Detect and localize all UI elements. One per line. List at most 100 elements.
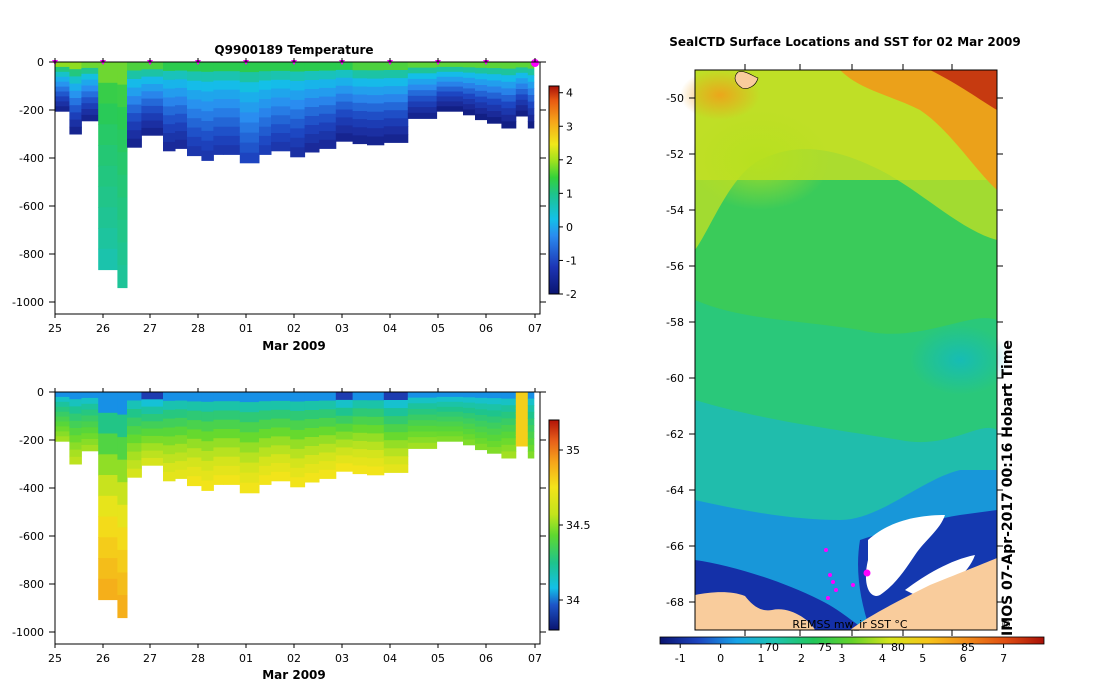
- profile-cell: [127, 96, 142, 106]
- profile-cell: [319, 70, 337, 80]
- profile-cell: [367, 70, 385, 80]
- profile-cell: [352, 441, 368, 450]
- profile-cell: [383, 432, 409, 441]
- profile-column: [69, 392, 82, 465]
- profile-cell: [463, 77, 476, 84]
- profile-cell: [407, 90, 438, 97]
- sea-ice: [865, 515, 945, 596]
- profile-cell: [501, 95, 517, 103]
- profile-cell: [223, 80, 241, 91]
- profile-cell: [117, 414, 128, 438]
- profile-column: [501, 62, 517, 129]
- temperature-x-ticks: 25 26 27 28 01 02 03 04 05 06 07: [48, 58, 542, 335]
- profile-cell: [352, 111, 368, 120]
- temperature-plot-frame: [54, 61, 541, 315]
- profile-cell: [527, 411, 535, 419]
- profile-cell: [515, 413, 529, 420]
- profile-cell: [463, 392, 476, 398]
- profile-cell: [335, 447, 354, 456]
- profile-cell: [304, 401, 320, 411]
- profile-column: [487, 62, 502, 124]
- profile-cell: [239, 62, 260, 73]
- profile-cell: [117, 459, 128, 483]
- profile-cell: [304, 428, 320, 438]
- profile-cell: [223, 71, 241, 81]
- profile-cell: [163, 400, 176, 411]
- y-tick-label: -800: [19, 248, 44, 261]
- profile-cell: [304, 107, 320, 117]
- profile-cell: [239, 422, 260, 433]
- profile-cell: [487, 428, 502, 436]
- profile-cell: [223, 438, 241, 448]
- profile-cell: [127, 451, 142, 461]
- profile-cell: [175, 417, 188, 427]
- profile-cell: [127, 417, 142, 427]
- profile-cell: [163, 106, 176, 116]
- profile-column: [487, 392, 502, 454]
- profile-cell: [352, 432, 368, 442]
- profile-cell: [352, 78, 368, 87]
- profile-cell: [475, 409, 488, 416]
- profile-column: [463, 392, 476, 446]
- profile-cell: [475, 113, 488, 121]
- profile-cell: [319, 417, 337, 427]
- profile-column: [475, 62, 488, 121]
- profile-cell: [352, 449, 368, 458]
- profile-cell: [475, 392, 488, 399]
- profile-cell: [69, 105, 82, 113]
- profile-cell: [304, 116, 320, 126]
- profile-cell: [436, 392, 464, 398]
- profile-cell: [55, 81, 70, 88]
- profile-cell: [436, 426, 464, 432]
- profile-cell: [98, 433, 118, 455]
- sst-map-title: SealCTD Surface Locations and SST for 02…: [669, 35, 1021, 49]
- profile-cell: [367, 466, 385, 476]
- profile-cell: [117, 265, 128, 289]
- profile-cell: [335, 455, 354, 464]
- y-tick-label: -1000: [12, 626, 44, 639]
- profile-cell: [436, 101, 464, 107]
- profile-cell: [98, 248, 118, 271]
- profile-cell: [271, 454, 291, 464]
- profile-cell: [527, 425, 535, 433]
- profile-cell: [436, 76, 464, 83]
- profile-cell: [271, 471, 291, 482]
- profile-column: [407, 392, 438, 449]
- profile-cell: [463, 429, 476, 435]
- profile-cell: [501, 114, 517, 122]
- profile-cell: [501, 62, 517, 70]
- profile-cell: [367, 62, 385, 71]
- sea-ice-east: [905, 555, 975, 600]
- profile-cell: [271, 392, 291, 402]
- profile-column: [335, 392, 354, 472]
- profile-cell: [319, 96, 337, 106]
- y-tick-label: -200: [19, 434, 44, 447]
- profile-cell: [117, 152, 128, 176]
- profile-cell: [501, 444, 517, 452]
- profile-cell: [487, 410, 502, 417]
- profile-cell: [201, 480, 214, 491]
- profile-cell: [527, 438, 535, 446]
- profile-cell: [163, 445, 176, 455]
- profile-cell: [383, 86, 409, 95]
- lat-tick-label: -62: [666, 428, 684, 441]
- profile-cell: [515, 89, 529, 95]
- y-tick-label: -400: [19, 152, 44, 165]
- profile-cell: [352, 392, 368, 401]
- profile-cell: [475, 96, 488, 103]
- profile-cell: [335, 125, 354, 134]
- profile-cell: [515, 440, 529, 447]
- profile-cell: [352, 465, 368, 475]
- profile-cell: [335, 93, 354, 103]
- profile-cell: [69, 456, 82, 465]
- profile-cell: [319, 443, 337, 453]
- profile-cell: [515, 67, 529, 74]
- profile-column: [436, 392, 464, 442]
- salinity-profiles: [55, 392, 535, 619]
- colorbar-tick-label: -1: [566, 254, 577, 267]
- profile-cell: [239, 152, 260, 164]
- profile-cell: [527, 88, 535, 96]
- profile-cell: [239, 412, 260, 423]
- profile-cell: [335, 407, 354, 417]
